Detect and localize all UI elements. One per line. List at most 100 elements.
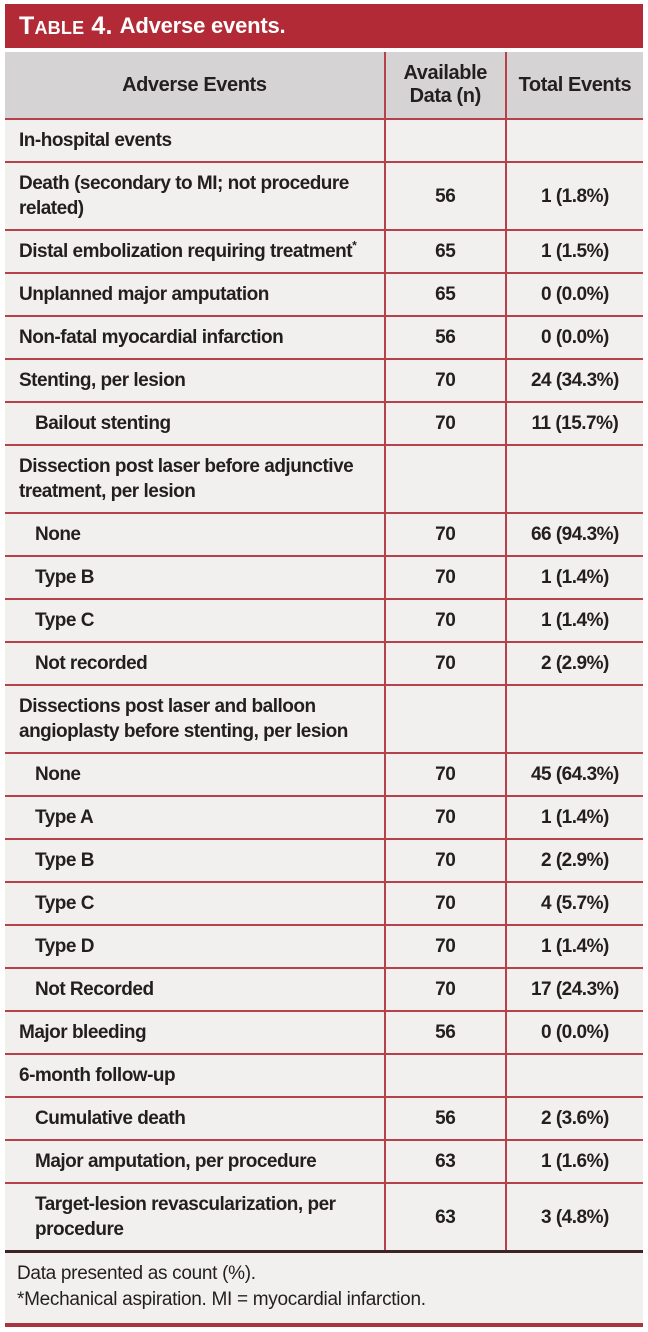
table-row: In-hospital events	[5, 118, 643, 162]
table-row: Major bleeding 56 0 (0.0%)	[5, 1010, 643, 1054]
row-total-events: 0 (0.0%)	[504, 315, 643, 359]
table-body: In-hospital events Death (secondary to MI…	[5, 118, 643, 1250]
table-row: Death (secondary to MI; not procedure re…	[5, 161, 643, 230]
row-total-events: 2 (3.6%)	[504, 1096, 643, 1140]
row-total-events: 1 (1.4%)	[504, 795, 643, 839]
table-row: 6-month follow-up	[5, 1053, 643, 1097]
row-total-events: 4 (5.7%)	[504, 881, 643, 925]
row-total-events: 1 (1.4%)	[504, 924, 643, 968]
row-available-data: 70	[383, 641, 506, 685]
row-label: Dissections post laser and balloon angio…	[5, 684, 385, 753]
row-total-events: 0 (0.0%)	[504, 272, 643, 316]
row-total-events	[504, 1053, 643, 1097]
row-available-data: 70	[383, 358, 506, 402]
row-label: In-hospital events	[5, 118, 385, 162]
row-total-events	[504, 444, 643, 513]
table-row: Type B 70 2 (2.9%)	[5, 838, 643, 882]
column-header-available-data: Available Data (n)	[383, 52, 506, 119]
row-available-data: 70	[383, 512, 506, 556]
row-total-events: 3 (4.8%)	[504, 1182, 643, 1250]
column-header-adverse-events: Adverse Events	[5, 52, 385, 119]
row-total-events: 24 (34.3%)	[504, 358, 643, 402]
table-row: Type A 70 1 (1.4%)	[5, 795, 643, 839]
table-row: Type C 70 4 (5.7%)	[5, 881, 643, 925]
table-row: Cumulative death 56 2 (3.6%)	[5, 1096, 643, 1140]
table-row: Unplanned major amputation 65 0 (0.0%)	[5, 272, 643, 316]
row-total-events: 1 (1.6%)	[504, 1139, 643, 1183]
row-total-events: 66 (94.3%)	[504, 512, 643, 556]
row-label: Type C	[5, 881, 385, 925]
row-label: Not recorded	[5, 641, 385, 685]
footnote-data-presented: Data presented as count (%).	[17, 1263, 256, 1284]
table-row: Major amputation, per procedure 63 1 (1.6%…	[5, 1139, 643, 1183]
row-label: Non-fatal myocardial infarction	[5, 315, 385, 359]
row-available-data: 70	[383, 967, 506, 1011]
row-available-data: 56	[383, 1096, 506, 1140]
row-total-events	[504, 684, 643, 753]
row-total-events	[504, 118, 643, 162]
table-row: Bailout stenting 70 11 (15.7%)	[5, 401, 643, 445]
row-total-events: 45 (64.3%)	[504, 752, 643, 796]
row-label: Dissection post laser before adjunctive …	[5, 444, 385, 513]
row-total-events: 1 (1.4%)	[504, 598, 643, 642]
row-label: Distal embolization requiring treatment*	[5, 229, 385, 273]
row-label: Type B	[5, 838, 385, 882]
table-title-bar: Table 4. Adverse events.	[5, 4, 643, 48]
row-label: Type B	[5, 555, 385, 599]
row-label: Major amputation, per procedure	[5, 1139, 385, 1183]
row-available-data: 70	[383, 838, 506, 882]
row-total-events: 11 (15.7%)	[504, 401, 643, 445]
row-available-data: 56	[383, 161, 506, 230]
row-available-data: 70	[383, 598, 506, 642]
table-row: Stenting, per lesion 70 24 (34.3%)	[5, 358, 643, 402]
row-available-data: 63	[383, 1182, 506, 1250]
table-row: Non-fatal myocardial infarction 56 0 (0.0%…	[5, 315, 643, 359]
row-available-data: 65	[383, 272, 506, 316]
row-label: Not Recorded	[5, 967, 385, 1011]
row-label: Stenting, per lesion	[5, 358, 385, 402]
footnote-asterisk-definition: *Mechanical aspiration. MI = myocardial …	[17, 1289, 426, 1310]
row-available-data: 63	[383, 1139, 506, 1183]
row-available-data: 65	[383, 229, 506, 273]
row-label: Unplanned major amputation	[5, 272, 385, 316]
row-label: 6-month follow-up	[5, 1053, 385, 1097]
table-row: Type B 70 1 (1.4%)	[5, 555, 643, 599]
row-total-events: 17 (24.3%)	[504, 967, 643, 1011]
row-total-events: 1 (1.4%)	[504, 555, 643, 599]
table-row: Dissection post laser before adjunctive …	[5, 444, 643, 513]
table-row: Dissections post laser and balloon angio…	[5, 684, 643, 753]
table-header: Adverse Events Available Data (n) Total …	[5, 52, 643, 119]
row-available-data: 70	[383, 881, 506, 925]
row-label: None	[5, 512, 385, 556]
row-available-data	[383, 118, 506, 162]
row-available-data: 56	[383, 1010, 506, 1054]
row-total-events: 2 (2.9%)	[504, 838, 643, 882]
row-label: Bailout stenting	[5, 401, 385, 445]
column-header-total-events: Total Events	[504, 52, 643, 119]
table-row: Not Recorded 70 17 (24.3%)	[5, 967, 643, 1011]
table-number: Table 4.	[19, 11, 113, 40]
table-caption: Adverse events.	[119, 13, 286, 38]
row-total-events: 1 (1.8%)	[504, 161, 643, 230]
row-total-events: 1 (1.5%)	[504, 229, 643, 273]
table-row: Type C 70 1 (1.4%)	[5, 598, 643, 642]
row-label: Death (secondary to MI; not procedure re…	[5, 161, 385, 230]
table-row: Distal embolization requiring treatment*…	[5, 229, 643, 273]
table-footnotes: Data presented as count (%). *Mechanical…	[5, 1250, 643, 1327]
row-label: Major bleeding	[5, 1010, 385, 1054]
row-label: Target-lesion revascularization, per pro…	[5, 1182, 385, 1250]
adverse-events-table: Adverse Events Available Data (n) Total …	[5, 52, 643, 1250]
table-row: None 70 66 (94.3%)	[5, 512, 643, 556]
table-row: Type D 70 1 (1.4%)	[5, 924, 643, 968]
table-row: None 70 45 (64.3%)	[5, 752, 643, 796]
row-available-data	[383, 684, 506, 753]
row-available-data	[383, 1053, 506, 1097]
row-total-events: 2 (2.9%)	[504, 641, 643, 685]
row-available-data	[383, 444, 506, 513]
row-available-data: 70	[383, 555, 506, 599]
row-available-data: 70	[383, 401, 506, 445]
footnote-marker: *	[352, 238, 357, 253]
header-row: Adverse Events Available Data (n) Total …	[5, 52, 643, 119]
row-available-data: 70	[383, 752, 506, 796]
